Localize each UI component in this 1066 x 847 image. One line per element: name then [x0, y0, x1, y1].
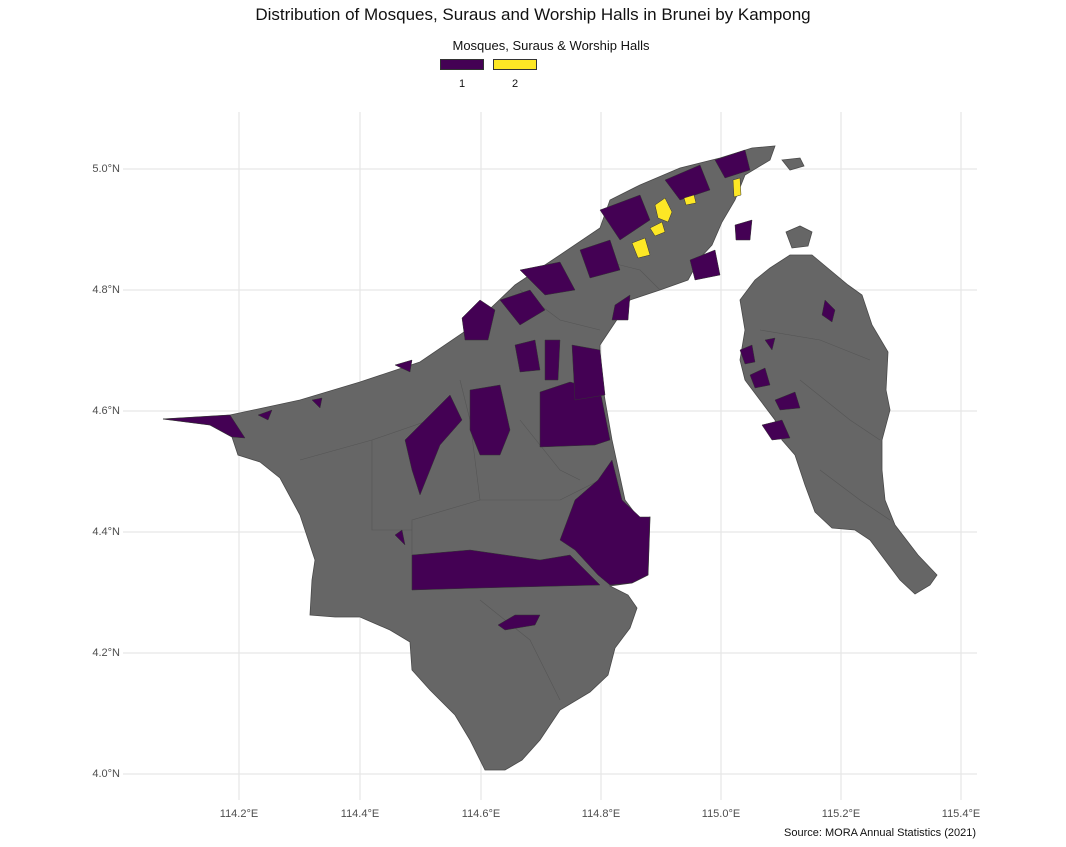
kampong-purple-tutong-4	[404, 394, 463, 496]
kampong-purple-muara-1	[599, 194, 651, 241]
kampong-purple-tutong-1	[539, 381, 611, 448]
temburong-island	[785, 225, 813, 249]
kampong-purple-temburong-2	[739, 344, 756, 365]
kampong-yellow-1	[654, 197, 673, 223]
brunei-bay-islet	[781, 157, 805, 171]
kampong-purple-west-tip	[162, 414, 246, 439]
kampong-purple-east-strip	[559, 459, 651, 586]
kampong-yellow-4	[683, 194, 697, 206]
kampong-purple-temburong-3	[749, 367, 771, 389]
map-title: Distribution of Mosques, Suraus and Wors…	[255, 5, 811, 24]
temburong-landmass	[739, 254, 938, 595]
kampong-purple-muara-5	[611, 294, 631, 321]
x-tick-label: 115.2°E	[821, 808, 861, 820]
kampong-yellow-5	[732, 177, 742, 198]
legend-swatch-1	[440, 59, 484, 70]
kampong-purple-belait-small	[394, 529, 406, 546]
kampong-purple-mid-4	[394, 359, 413, 373]
kampong-yellow-2	[649, 221, 666, 237]
x-tick-label: 114.8°E	[581, 808, 621, 820]
kampong-purple-mid-1	[514, 339, 541, 373]
kampong-purple-temburong-5	[761, 419, 791, 441]
x-tick-label: 115.0°E	[701, 808, 741, 820]
kampong-purple-muara-4	[689, 249, 721, 281]
y-tick-label: 4.2°N	[92, 647, 120, 659]
source-caption: Source: MORA Annual Statistics (2021)	[784, 827, 976, 839]
kampong-purple-south-small	[497, 614, 541, 631]
kampong-purple-temburong-6	[764, 337, 776, 351]
kampong-purple-coast-3	[519, 261, 576, 296]
kampong-yellow-3	[631, 237, 651, 259]
y-tick-label: 4.8°N	[92, 284, 120, 296]
kampong-purple-temburong-4	[774, 391, 801, 411]
x-tick-label: 115.4°E	[941, 808, 981, 820]
y-tick-label: 4.4°N	[92, 526, 120, 538]
legend-label-1: 1	[458, 78, 466, 90]
kampong-purple-muara-2	[664, 164, 711, 201]
brunei-west-landmass	[162, 145, 776, 771]
kampong-purple-muara-3	[714, 149, 751, 179]
y-tick-label: 4.6°N	[92, 405, 120, 417]
kampong-purple-tutong-2	[571, 344, 606, 401]
kampong-purple-mid-2	[544, 339, 561, 381]
kampong-purple-temburong-1	[821, 299, 836, 323]
kampong-purple-south-band	[411, 549, 601, 591]
kampong-purple-tutong-3	[469, 384, 511, 456]
kampong-purple-coast-1	[461, 299, 496, 341]
x-tick-label: 114.6°E	[461, 808, 501, 820]
kampong-count-2	[631, 177, 742, 259]
legend-swatch-2	[493, 59, 537, 70]
kampong-purple-coast-2	[499, 289, 546, 326]
x-tick-label: 114.2°E	[219, 808, 259, 820]
kampong-purple-coast-4	[579, 239, 621, 279]
y-tick-label: 5.0°N	[92, 163, 120, 175]
legend-title: Mosques, Suraus & Worship Halls	[452, 38, 650, 53]
legend-label-2: 2	[511, 78, 519, 90]
x-tick-label: 114.4°E	[340, 808, 380, 820]
kampong-count-1	[162, 149, 836, 631]
kampong-purple-west-2	[257, 409, 273, 421]
y-tick-label: 4.0°N	[92, 768, 120, 780]
kampong-purple-bay-1	[734, 219, 753, 241]
kampong-purple-mid-3	[311, 397, 323, 409]
